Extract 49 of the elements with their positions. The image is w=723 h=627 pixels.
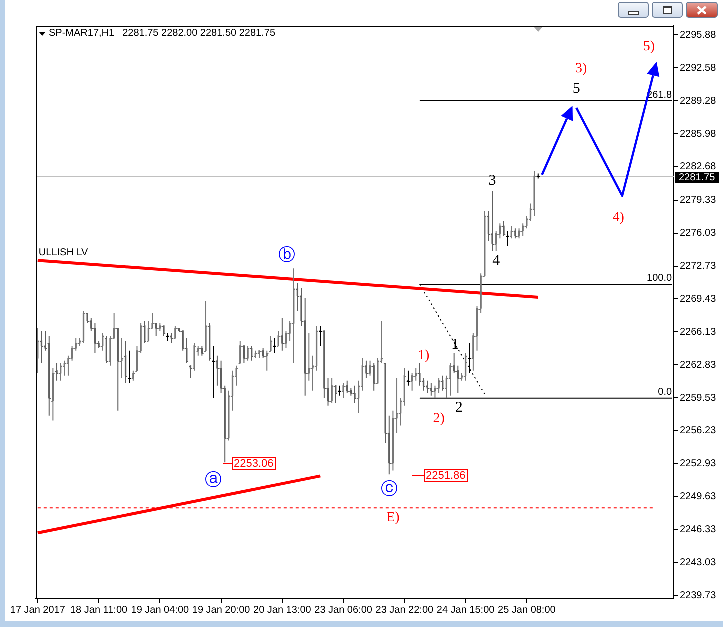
annotation: 4) [612, 210, 625, 226]
ref-line-label: 2281.75 [679, 172, 716, 184]
chart-title: SP-MAR17,H1 [49, 28, 115, 40]
x-tick-label: 25 Jan 08:00 [498, 604, 556, 616]
chart-subtitle: 2281.75 2282.00 2281.50 2281.75 [122, 28, 276, 40]
annotation: 1 [452, 336, 460, 353]
y-tick-label: 2272.73 [680, 261, 717, 272]
x-tick-label: 23 Jan 22:00 [376, 604, 434, 616]
annotation: 1) [418, 348, 430, 364]
annotation: ⓑ [278, 245, 296, 266]
y-tick-label: 2246.33 [680, 524, 717, 536]
y-tick-label: 2259.53 [680, 392, 717, 404]
x-tick-label: 17 Jan 2017 [10, 604, 66, 616]
annotation: 2253.06 [234, 458, 274, 470]
y-tick-label: 2279.33 [680, 195, 717, 206]
y-tick-label: 2292.58 [680, 62, 717, 74]
annotation: 2 [455, 400, 463, 416]
x-tick-label: 18 Jan 11:00 [70, 604, 128, 616]
y-tick-label: 2266.13 [680, 326, 717, 338]
annotation: 3) [576, 62, 588, 77]
y-tick-label: 2262.83 [680, 360, 717, 371]
series-label: ULLISH LV [38, 247, 89, 258]
annotation: 0.0 [658, 386, 673, 398]
x-tick-label: 19 Jan 20:00 [192, 604, 251, 616]
annotation: 5 [572, 80, 580, 97]
x-tick-label: 20 Jan 13:00 [254, 604, 312, 616]
annotation: 2) [433, 412, 446, 427]
x-tick-label: 23 Jan 06:00 [314, 604, 373, 616]
annotation: 5) [643, 40, 656, 55]
annotation: ⓐ [205, 470, 222, 490]
x-tick-label: 24 Jan 15:00 [436, 604, 496, 616]
y-tick-label: 2249.63 [680, 492, 717, 503]
annotation: 4 [492, 252, 501, 269]
y-tick-label: 2295.88 [680, 30, 717, 41]
y-tick-label: 2282.68 [680, 162, 717, 173]
annotation: ⓒ [380, 479, 398, 500]
y-tick-label: 2269.43 [680, 294, 717, 305]
annotation: E) [386, 510, 400, 526]
y-tick-label: 2289.28 [680, 96, 717, 107]
y-tick-label: 2256.23 [680, 426, 717, 437]
y-tick-label: 2252.93 [680, 458, 717, 470]
y-tick-label: 2285.98 [680, 128, 717, 140]
x-tick-label: 19 Jan 04:00 [131, 604, 190, 616]
y-tick-label: 2276.03 [680, 228, 717, 240]
y-tick-label: 2239.73 [680, 590, 717, 602]
annotation: 100.0 [647, 272, 673, 284]
y-tick-label: 2243.03 [680, 558, 717, 569]
annotation: 3 [488, 172, 496, 189]
annotation: 2251.86 [426, 470, 466, 482]
